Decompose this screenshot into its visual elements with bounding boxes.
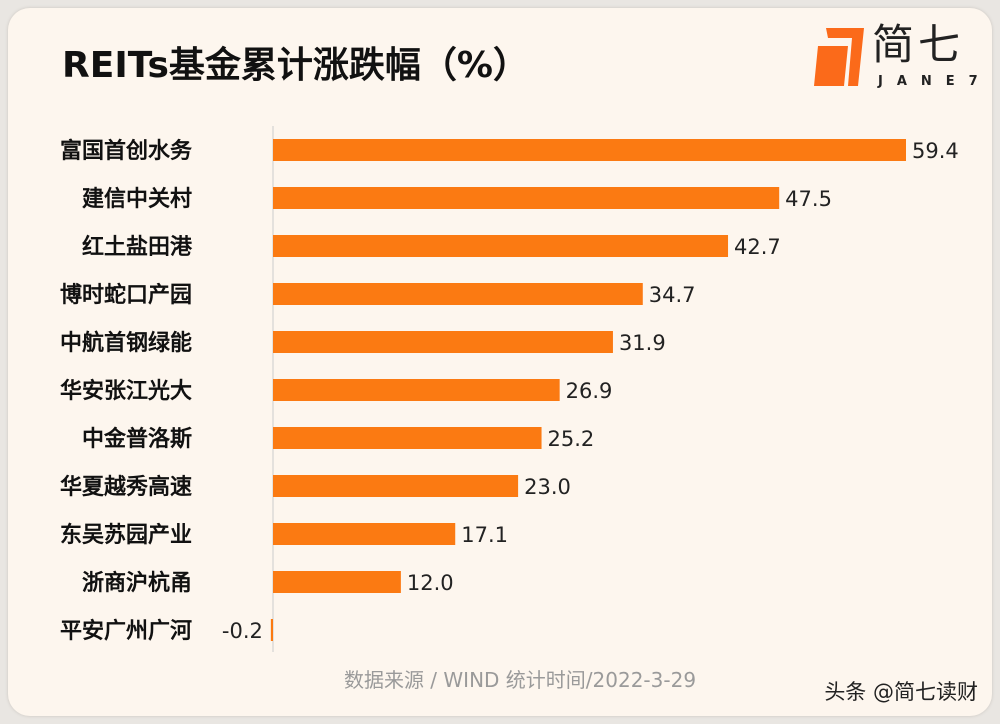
bar (273, 283, 643, 305)
data-label: 12.0 (407, 571, 454, 595)
bar (273, 235, 729, 257)
bar (273, 379, 560, 401)
data-label: 34.7 (649, 283, 696, 307)
category-label: 浙商沪杭甬 (82, 570, 192, 596)
category-label: 中航首钢绿能 (60, 330, 192, 356)
data-source: 数据来源 / WIND 统计时间/2022-3-29 (343, 668, 697, 692)
logo-subtext: JANE7 (878, 74, 992, 89)
bar (273, 139, 906, 161)
logo-mark-icon (814, 28, 864, 86)
watermark: 头条 @简七读财 (824, 680, 978, 704)
category-label: 东吴苏园产业 (60, 522, 192, 548)
category-label: 红土盐田港 (82, 234, 193, 260)
category-label: 华夏越秀高速 (60, 474, 192, 500)
category-label: 建信中关村 (82, 186, 192, 212)
category-label: 博时蛇口产园 (60, 282, 192, 308)
data-label: 23.0 (524, 475, 571, 499)
category-label: 华安张江光大 (60, 378, 192, 404)
data-label: 17.1 (461, 523, 508, 547)
data-label: 47.5 (785, 187, 832, 211)
data-label: 31.9 (619, 331, 666, 355)
category-label: 中金普洛斯 (82, 426, 192, 452)
data-label: -0.2 (222, 619, 263, 643)
data-label: 26.9 (566, 379, 613, 403)
data-label: 42.7 (734, 235, 781, 259)
chart-card (8, 8, 992, 716)
data-label: 59.4 (912, 139, 959, 163)
category-label: 平安广州广河 (60, 618, 192, 644)
bar (273, 187, 780, 209)
brand-logo: 简七 JANE7 (812, 22, 982, 94)
data-label: 25.2 (548, 427, 595, 451)
logo-text: 简七 (872, 20, 965, 69)
bar (270, 619, 273, 641)
bar (273, 523, 456, 545)
bar (273, 571, 401, 593)
bar (273, 475, 519, 497)
category-label: 富国首创水务 (60, 138, 193, 164)
bar (273, 331, 613, 353)
chart-title: REITs基金累计涨跌幅（%） (62, 45, 529, 86)
bar (273, 427, 542, 449)
